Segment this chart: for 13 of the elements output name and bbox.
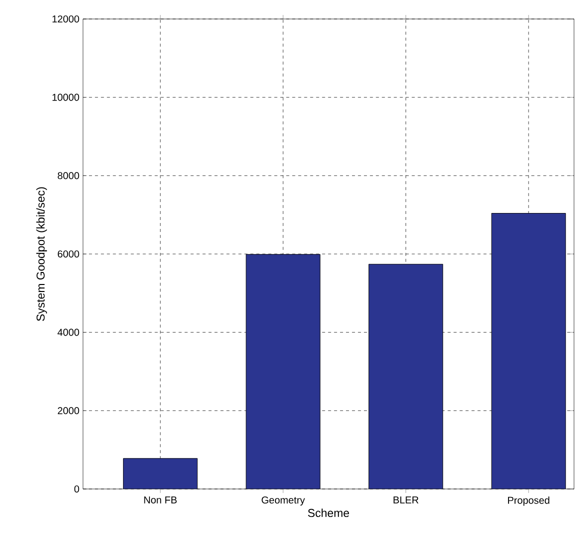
y-tick-label: 6000 — [58, 250, 80, 258]
y-tick-label: 0 — [74, 485, 80, 493]
x-tick-label: Proposed — [508, 496, 550, 506]
y-tick-label: 4000 — [58, 328, 80, 336]
y-tick-label: 8000 — [58, 172, 80, 180]
y-tick-label: 10000 — [52, 94, 80, 101]
y-tick-label: 2000 — [58, 407, 80, 414]
x-tick-label: BLER — [394, 496, 418, 504]
x-axis-title: Scheme — [308, 508, 350, 518]
x-tick-label: Non FB — [144, 496, 177, 504]
y-tick-label: 12000 — [52, 15, 80, 23]
y-axis-title: System Goodpot (kbit/sec) — [36, 187, 47, 321]
x-tick-label: Geometry — [262, 496, 305, 506]
